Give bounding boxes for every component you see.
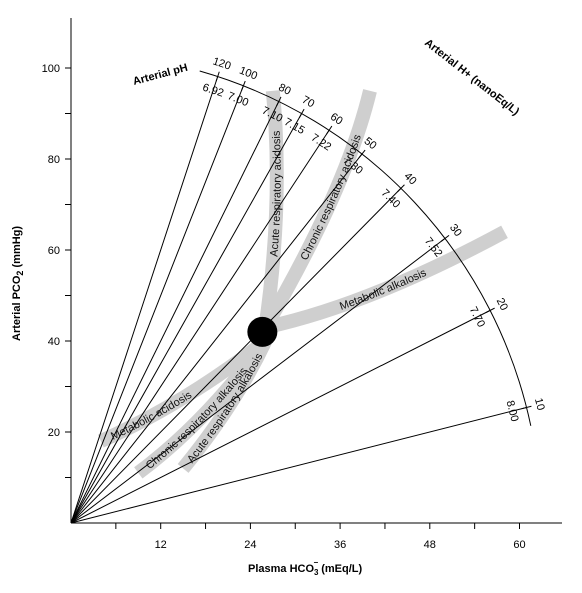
arc-tick (485, 307, 495, 314)
isopleth-line (70, 406, 527, 524)
scale-arc (199, 70, 532, 426)
h-label: 20 (494, 296, 510, 312)
arc-tick (215, 71, 220, 82)
metabolic-alkalosis-band (263, 225, 508, 335)
isopleth-line (70, 309, 491, 524)
isopleth-line (70, 113, 303, 524)
h-label: 70 (300, 94, 317, 110)
isopleth-line (70, 85, 244, 524)
chronic-respiratory-acidosis-band (259, 89, 377, 331)
ph-label: 6.92 (201, 82, 225, 100)
isopleth-line (70, 129, 330, 524)
arc-tick (298, 108, 305, 119)
h-label: 30 (447, 222, 464, 239)
arc-tick (397, 184, 405, 193)
isopleth-lines (70, 76, 527, 524)
chronic-respiratory-acidosis-label: Chronic respiratory acidosis (299, 133, 365, 263)
ph-label: 7.00 (226, 90, 250, 109)
x-tick-label: 12 (155, 539, 167, 551)
disorder-band-labels: Acute respiratory acidosis Chronic respir… (109, 130, 429, 472)
ph-label: 7.22 (309, 132, 333, 154)
ph-scale-title: Arterial pH (132, 62, 189, 88)
h-label: 60 (328, 111, 345, 128)
isopleth-line (70, 76, 219, 524)
arc-tick (358, 149, 366, 159)
y-tick-label: 60 (48, 245, 60, 257)
arc-tick (440, 234, 450, 242)
ph-label: 7.70 (467, 305, 487, 330)
y-tick-label: 80 (48, 154, 60, 166)
ph-label: 8.00 (504, 399, 521, 423)
h-label: 80 (276, 82, 292, 98)
acute-respiratory-acidosis-label: Acute respiratory acidosis (268, 130, 283, 257)
h-label: 100 (237, 65, 258, 83)
axes (70, 18, 562, 524)
acute-respiratory-acidosis-band (258, 90, 284, 329)
y-tick-label: 100 (42, 63, 60, 75)
arc-tick (276, 96, 282, 107)
x-axis-title: Plasma HCO3− (mEq/L) (248, 558, 362, 577)
ph-label: 7.15 (282, 116, 307, 137)
isopleth-line (70, 153, 363, 524)
disorder-bands (98, 89, 508, 479)
ph-label: 7.52 (422, 235, 445, 259)
h-label: 50 (362, 135, 379, 152)
x-tick-label: 36 (334, 539, 346, 551)
arc-tick (325, 125, 333, 135)
isopleth-line (70, 187, 402, 524)
acute-respiratory-alkalosis-band (177, 338, 272, 473)
arc-tick (521, 405, 532, 410)
metabolic-alkalosis-label: Metabolic alkalosis (338, 267, 429, 313)
h-scale-title: Arterial H+ (nanoEq/L) (422, 37, 521, 118)
x-tick-label: 24 (244, 539, 256, 551)
y-tick-label: 20 (48, 427, 60, 439)
h-label: 120 (211, 55, 232, 72)
arc-tick (241, 80, 246, 91)
axis-ticks: 12 24 36 48 60 20 40 60 80 100 (42, 63, 526, 551)
x-tick-label: 48 (424, 539, 436, 551)
normal-region (247, 316, 278, 347)
y-tick-label: 40 (48, 336, 60, 348)
x-tick-label: 60 (513, 539, 525, 551)
isopleth-line (70, 238, 446, 524)
y-axis-title: Arterial PCO2 (mmHg) (11, 226, 25, 341)
h-label: 10 (532, 397, 547, 412)
isopleth-line (70, 101, 280, 524)
